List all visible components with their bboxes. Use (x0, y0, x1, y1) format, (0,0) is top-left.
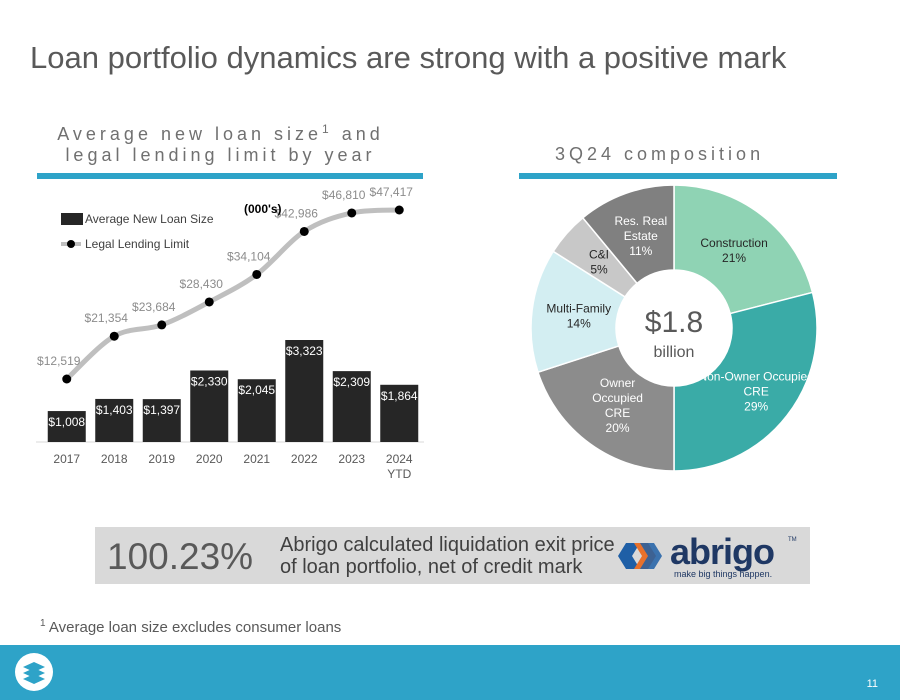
legend-label-line: Legal Lending Limit (85, 237, 190, 251)
abrigo-logo-tagline: make big things happen. (674, 569, 773, 579)
x-tick-label: YTD (387, 467, 411, 481)
page-number: 11 (866, 678, 878, 690)
bar-label: $1,008 (48, 415, 85, 429)
bar-2017 (47, 411, 86, 442)
donut-slice-non-owner-occupied-cre (673, 291, 818, 472)
donut-slice-res-real-estate (581, 184, 675, 285)
bar-label: $1,403 (96, 403, 133, 417)
line-marker-2018 (109, 331, 119, 341)
bar-2018 (95, 398, 134, 442)
slice-name-label: Occupied (592, 391, 643, 405)
x-tick-label: 2020 (196, 452, 223, 466)
x-tick-label: 2023 (338, 452, 365, 466)
slice-name-label: Construction (700, 236, 767, 250)
line-label: $23,684 (132, 300, 176, 314)
left-heading-line2: legal lending limit by year (65, 145, 376, 165)
abrigo-logo-tm: TM (788, 537, 797, 543)
right-chart-heading: 3Q24 composition (555, 144, 765, 164)
abrigo-banner: 100.23% Abrigo calculated liquidation ex… (95, 527, 810, 584)
line-label: $46,810 (322, 188, 366, 202)
bar-2022 (285, 340, 324, 442)
slice-name-label: Owner (600, 376, 635, 390)
bar-2019 (142, 399, 181, 442)
line-marker-2023 (347, 208, 357, 218)
line-marker-2022 (299, 226, 309, 236)
donut-slice-owner-occupied-cre (537, 344, 675, 472)
slice-percent-label: 29% (744, 400, 768, 414)
line-label: $21,354 (85, 311, 129, 325)
abrigo-logo: abrigo TM make big things happen. (610, 531, 800, 579)
slice-name-label: Res. Real (614, 214, 667, 228)
bar-label: $2,330 (191, 374, 228, 388)
slice-name-label: CRE (605, 406, 630, 420)
x-tick-label: 2021 (243, 452, 270, 466)
bar-label: $2,045 (238, 383, 275, 397)
left-heading-line1-end: and (332, 124, 384, 144)
loan-size-combo-chart: $1,008 2017 $1,403 2018 $1,397 2019 $2,330 2020… (36, 185, 424, 481)
line-marker-2021 (252, 269, 262, 279)
bar-label: $2,309 (333, 375, 370, 389)
slice-percent-label: 11% (629, 244, 652, 258)
exit-price-description: Abrigo calculated liquidation exit price… (280, 534, 620, 578)
line-label: $34,104 (227, 249, 271, 263)
company-logo-icon (15, 653, 53, 691)
exit-price-percent: 100.23% (107, 536, 254, 577)
line-label: $42,986 (275, 206, 319, 220)
exit-price-line2: of loan portfolio, net of credit mark (280, 556, 583, 578)
donut-slice-construction (673, 184, 814, 315)
footnote-marker: 1 (40, 618, 46, 629)
line-label: $28,430 (180, 277, 224, 291)
bar-2021 (237, 379, 276, 442)
slice-name-label: C&I (589, 247, 609, 261)
abrigo-logo-mark-icon (618, 543, 662, 569)
x-tick-label: 2017 (53, 452, 80, 466)
slice-name-label: CRE (744, 385, 769, 399)
x-tick-label: 2019 (148, 452, 175, 466)
left-heading-sup: 1 (322, 122, 333, 136)
footer-bar: 11 (0, 645, 900, 700)
line-marker-2020 (204, 297, 214, 307)
legal-lending-limit-line (64, 207, 402, 382)
legend-swatch-marker (67, 240, 75, 248)
left-chart-heading: Average new loan size1 and legal lending… (48, 122, 393, 166)
line-marker-2024 YTD (394, 205, 404, 215)
bar-2020 (190, 370, 229, 442)
exit-price-line1: Abrigo calculated liquidation exit price (280, 534, 615, 556)
footnote: 1 Average loan size excludes consumer lo… (40, 618, 341, 636)
x-tick-label: 2018 (101, 452, 128, 466)
slice-percent-label: 21% (722, 251, 746, 265)
donut-center-value: $1.8 (645, 306, 703, 339)
bar-label: $1,397 (143, 403, 180, 417)
legend-swatch-bar (61, 213, 83, 225)
line-marker-2019 (157, 320, 167, 330)
donut-center-unit: billion (654, 344, 695, 361)
line-label: $47,417 (370, 185, 414, 199)
left-heading-rule (37, 173, 423, 179)
abrigo-logo-word: abrigo (670, 531, 775, 572)
bar-label: $1,864 (381, 389, 418, 403)
footnote-text: Average loan size excludes consumer loan… (45, 619, 342, 636)
slice-name-label: Estate (624, 229, 658, 243)
left-heading-line1: Average new loan size (57, 124, 323, 144)
legend-label-bar: Average New Loan Size (85, 212, 214, 226)
slice-name-label: Non-Owner Occupied (698, 370, 813, 384)
slice-percent-label: 5% (590, 262, 608, 276)
line-marker-2017 (62, 374, 72, 384)
slice-percent-label: 20% (606, 421, 630, 435)
bar-label: $3,323 (286, 344, 323, 358)
x-tick-label: 2022 (291, 452, 318, 466)
line-label: $12,519 (37, 354, 81, 368)
slice-name-label: Multi-Family (546, 301, 611, 315)
slide-title: Loan portfolio dynamics are strong with … (30, 40, 787, 75)
x-tick-label: 2024 (386, 452, 413, 466)
right-heading-rule (519, 173, 837, 179)
slice-percent-label: 14% (567, 316, 591, 330)
bar-2024 YTD (380, 384, 419, 442)
bar-2023 (332, 371, 371, 442)
unit-note: (000's) (244, 202, 282, 216)
